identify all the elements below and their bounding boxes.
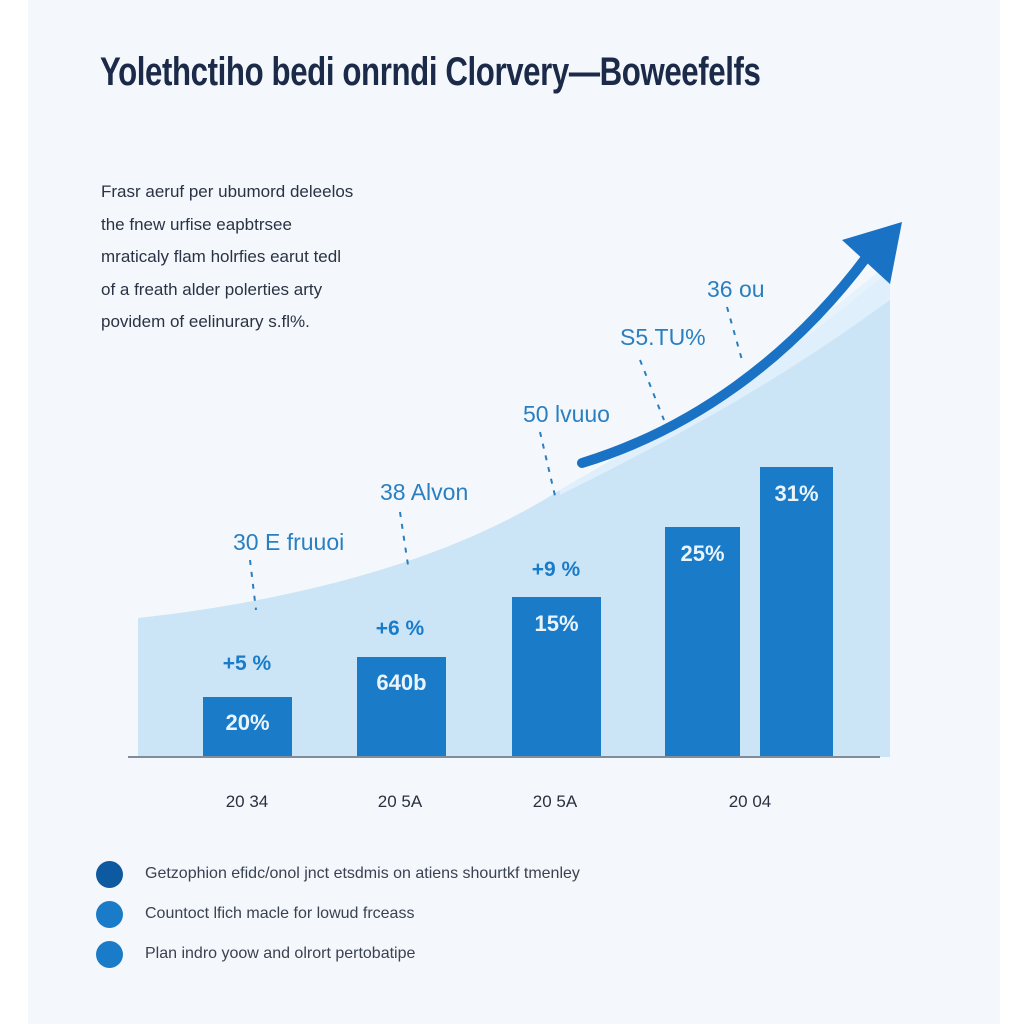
bar — [512, 597, 601, 757]
annotation-label: 36 ou — [707, 276, 765, 302]
legend-item: Getzophion efidc/onol jnct etsdmis on at… — [96, 854, 580, 894]
annotation-leader — [249, 559, 257, 611]
chart-title: Yolethctiho bedi onrndi Clorvery—Boweefe… — [100, 50, 761, 94]
x-tick-label: 20 04 — [729, 792, 772, 811]
description-line: the fnew urfise eapbtrsee — [101, 214, 292, 234]
annotation-label: 38 Alvon — [380, 479, 468, 505]
description-line: of a freath alder polerties arty — [101, 279, 323, 299]
arrow-head-icon — [842, 222, 902, 284]
delta-label: +5 % — [223, 652, 272, 675]
legend-dot-icon — [96, 900, 123, 928]
legend-label: Plan indro yoow and olrort pertobatipe — [145, 945, 416, 962]
trend-arrow — [577, 250, 873, 468]
bar-label: 25% — [680, 541, 724, 566]
x-tick-label: 20 5A — [378, 792, 423, 811]
annotation-leader — [726, 306, 743, 361]
annotation-leader — [539, 431, 557, 501]
delta-label: +9 % — [532, 558, 581, 581]
legend-label: Getzophion efidc/onol jnct etsdmis on at… — [145, 865, 580, 882]
bar — [760, 467, 833, 757]
annotation-leader — [639, 359, 665, 421]
description-line: mraticaly flam holrfies earut tedl — [101, 247, 341, 266]
legend-dot-icon — [96, 860, 123, 888]
x-tick-label: 20 5A — [533, 792, 578, 811]
bar-label: 20% — [225, 710, 269, 735]
legend-item: Countoct lfich macle for lowud frceass — [96, 894, 580, 934]
bar-label: 15% — [534, 611, 578, 636]
legend-label: Countoct lfich macle for lowud frceass — [145, 905, 415, 922]
legend-item: Plan indro yoow and olrort pertobatipe — [96, 934, 580, 974]
bar-label: 31% — [774, 481, 818, 506]
trend-area-highlight — [560, 262, 890, 495]
bar — [665, 527, 740, 757]
description-line: povidem of eelinurary s.fl%. — [101, 312, 310, 331]
bar — [357, 657, 446, 757]
legend: Getzophion efidc/onol jnct etsdmis on at… — [96, 854, 580, 974]
x-tick-label: 20 34 — [226, 792, 269, 811]
legend-dot-icon — [96, 940, 123, 968]
annotation-label: 30 E fruuoi — [233, 529, 344, 555]
bar-label: 640b — [376, 670, 426, 695]
annotation-label: 50 lvuuo — [523, 401, 610, 427]
delta-label: +6 % — [376, 617, 425, 640]
description-line: Frasr aeruf per ubumord deleelos — [101, 182, 354, 201]
annotation-leader — [399, 511, 409, 566]
bar — [203, 697, 292, 757]
description: Frasr aeruf per ubumord deleelos the fne… — [101, 176, 353, 339]
annotation-label: S5.TU% — [620, 324, 706, 350]
